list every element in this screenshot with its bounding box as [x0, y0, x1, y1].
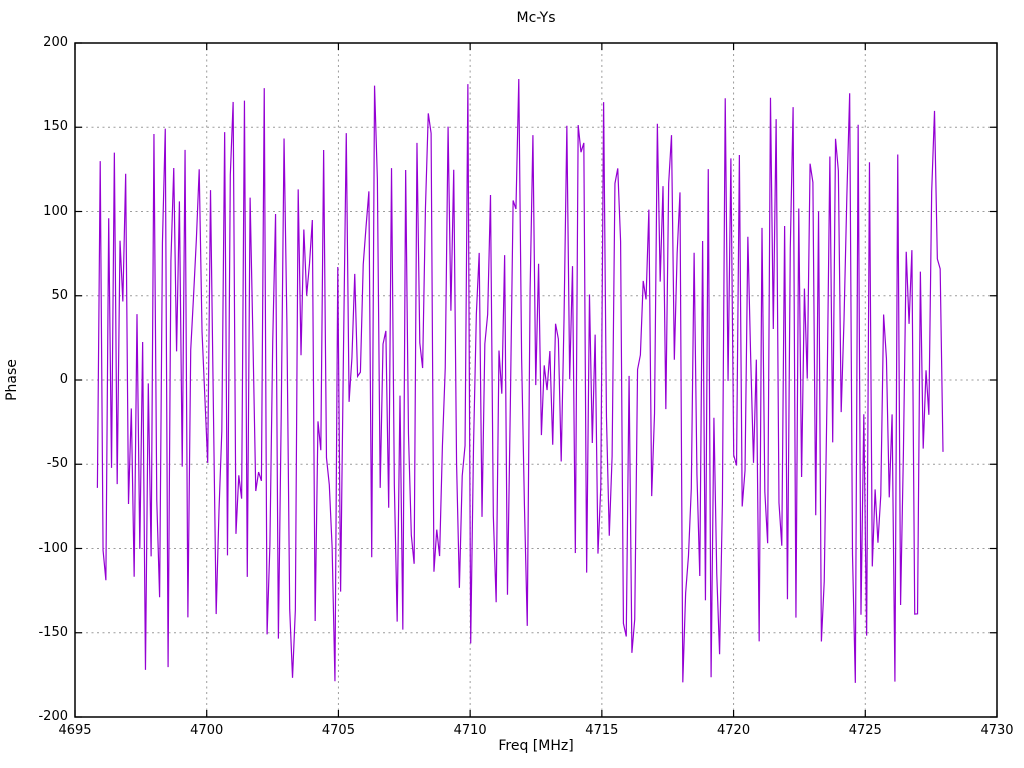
x-tick-label: 4700 [190, 723, 224, 738]
y-tick-label: 50 [51, 287, 68, 303]
plot-border [74, 42, 998, 718]
data-series-phase [96, 78, 944, 683]
y-tick-label: -50 [46, 456, 68, 472]
x-axis-label: Freq [MHz] [498, 738, 574, 754]
y-tick-label: -100 [38, 540, 68, 556]
y-tick-label: 100 [43, 203, 68, 219]
y-tick-label: 200 [43, 35, 68, 50]
x-tick-label: 4710 [453, 723, 487, 738]
chart-title: Mc-Ys [516, 10, 556, 26]
x-tick-label: 4730 [980, 723, 1014, 738]
x-tick-label: 4705 [321, 723, 355, 738]
x-tick-label: 4695 [58, 723, 92, 738]
y-tick-label: -200 [38, 709, 68, 724]
x-tick-label: 4725 [848, 723, 882, 738]
y-tick-label: 150 [43, 119, 68, 135]
x-tick-label: 4715 [585, 723, 619, 738]
x-tick-label: 4720 [717, 723, 751, 738]
y-tick-label: 0 [59, 372, 68, 387]
y-tick-label: -150 [38, 624, 68, 640]
